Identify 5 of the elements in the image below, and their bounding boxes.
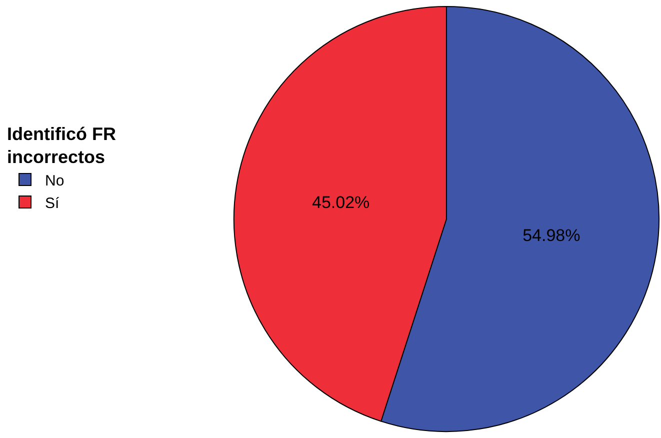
legend-label: Sí — [45, 194, 60, 212]
data-label: 54.98% — [522, 226, 580, 246]
legend-label: No — [45, 172, 64, 190]
data-label: 45.02% — [312, 192, 370, 212]
legend-title: Identificó FR incorrectos — [7, 124, 116, 168]
